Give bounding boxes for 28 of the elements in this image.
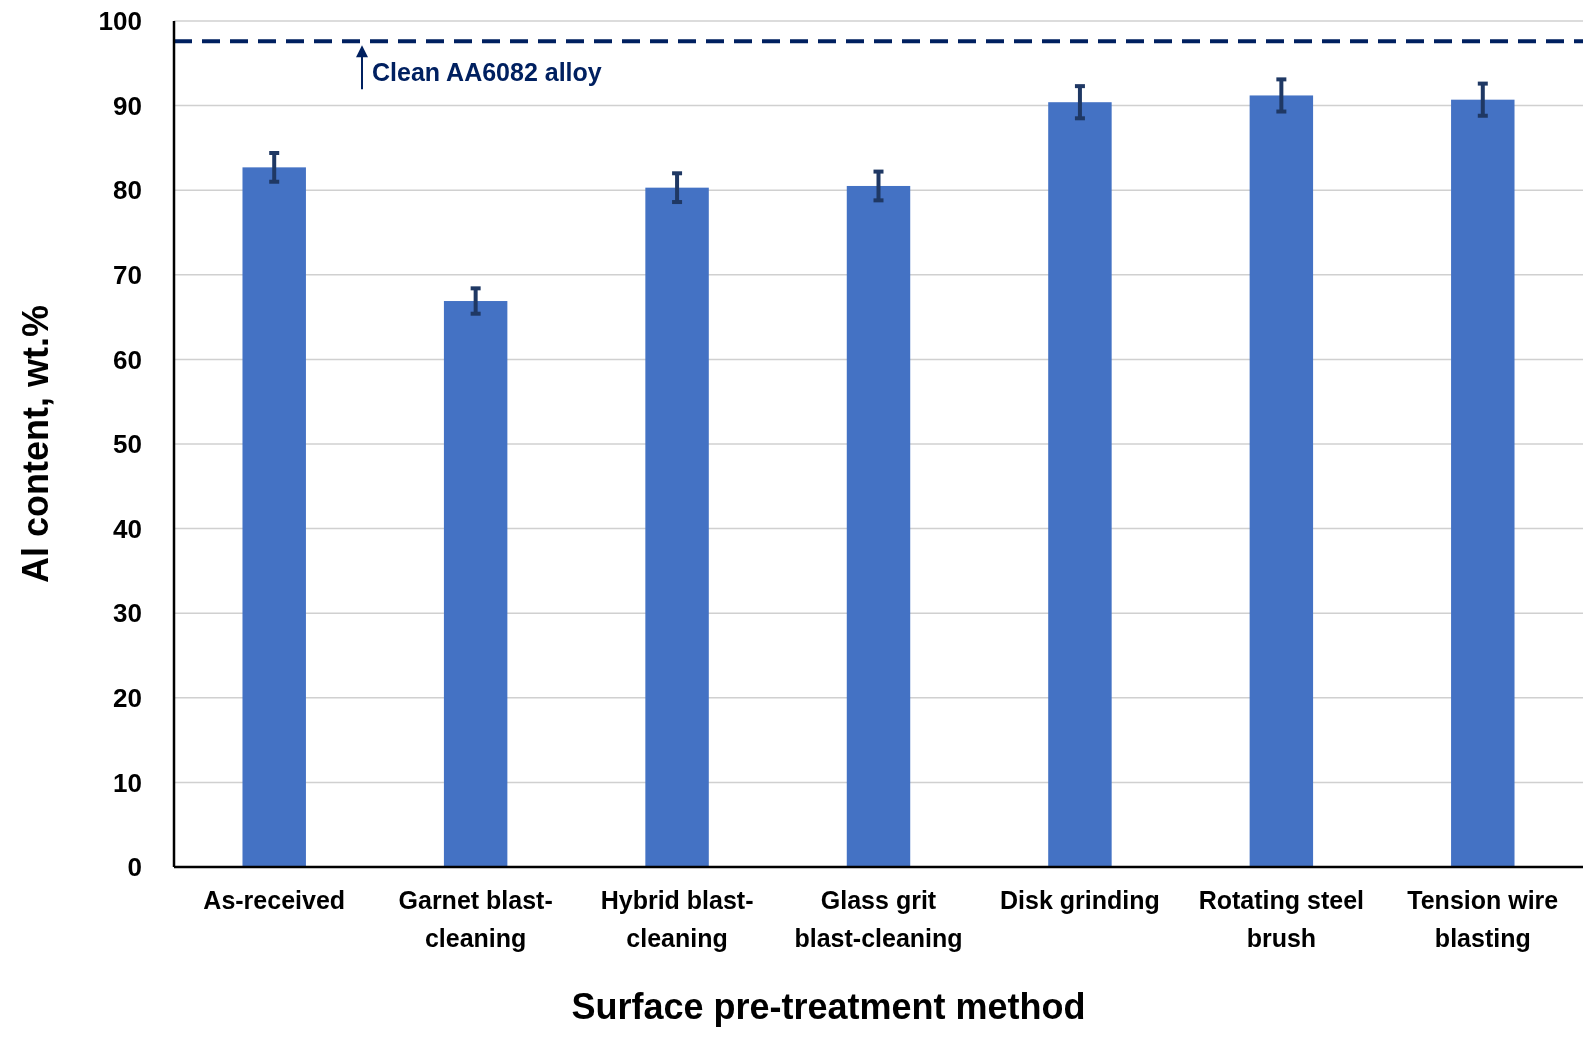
x-tick-label: Rotating steel brush [1198, 886, 1365, 952]
x-tick-label: Garnet blast- cleaning [398, 886, 553, 952]
x-tick-label: Disk grinding [1000, 886, 1160, 914]
bar [645, 187, 709, 867]
bar [443, 301, 508, 867]
x-tick-label: Glass grit blast-cleaning [794, 886, 963, 952]
y-tick-label: 10 [113, 767, 142, 798]
x-tick-label: As-received [203, 886, 346, 914]
legend-label: Clean AA6082 alloy [372, 58, 602, 87]
y-tick-label: 20 [113, 682, 142, 713]
y-tick-label: 80 [113, 175, 142, 206]
bar [1048, 102, 1112, 867]
y-axis-title: Al content, wt.% [15, 305, 56, 583]
y-tick-label: 0 [127, 852, 142, 883]
y-tick-label: 90 [113, 90, 142, 121]
bar [846, 185, 911, 867]
x-axis-title: Surface pre-treatment method [571, 986, 1086, 1027]
y-tick-label: 100 [98, 6, 142, 37]
bar [1249, 95, 1314, 867]
bar [1451, 99, 1515, 867]
y-tick-label: 50 [113, 429, 142, 460]
y-tick-label: 40 [113, 513, 142, 544]
bar [242, 167, 306, 867]
y-tick-label: 60 [113, 344, 142, 375]
y-tick-label: 30 [113, 598, 142, 629]
x-tick-label: Tension wire blasting [1407, 886, 1559, 952]
x-tick-label: Hybrid blast- cleaning [600, 886, 754, 952]
y-tick-label: 70 [113, 259, 142, 290]
